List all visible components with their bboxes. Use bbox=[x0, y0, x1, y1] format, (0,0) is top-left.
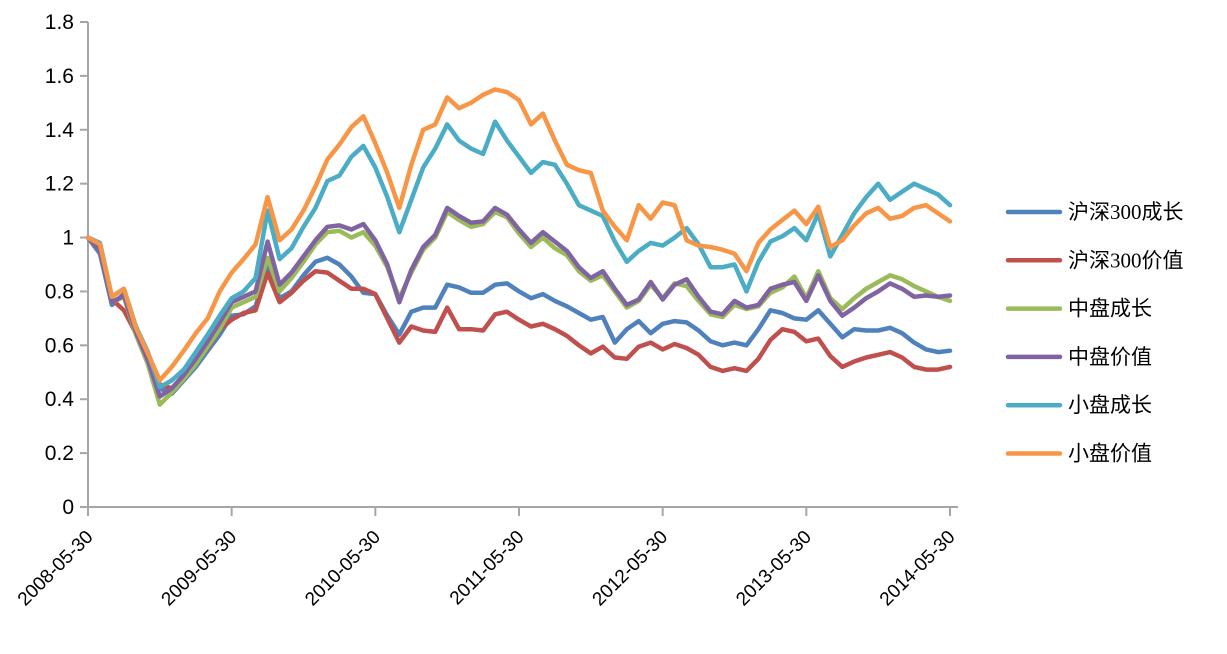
legend-label: 沪深300成长 bbox=[1068, 200, 1184, 224]
series-line bbox=[85, 235, 953, 391]
legend-item: 中盘成长 bbox=[1005, 297, 1152, 321]
x-tick-label: 2012-05-30 bbox=[589, 527, 673, 611]
y-tick-label: 0.2 bbox=[45, 442, 74, 465]
y-tick-label: 0.4 bbox=[45, 388, 75, 411]
legend-label: 沪深300价值 bbox=[1068, 248, 1184, 272]
plot-lines bbox=[85, 87, 953, 407]
legend-item: 中盘价值 bbox=[1005, 345, 1152, 369]
x-tick-label: 2014-05-30 bbox=[876, 527, 960, 611]
y-tick-label: 0 bbox=[62, 496, 74, 519]
x-tick-label: 2010-05-30 bbox=[301, 527, 385, 611]
y-tick-label: 1.6 bbox=[45, 65, 74, 88]
series-line bbox=[85, 119, 953, 390]
legend-item: 沪深300成长 bbox=[1005, 200, 1184, 224]
series-line bbox=[85, 87, 953, 383]
legend-label: 小盘价值 bbox=[1068, 442, 1152, 466]
series-line bbox=[85, 235, 953, 397]
series-line bbox=[85, 205, 953, 399]
legend-item: 沪深300价值 bbox=[1005, 248, 1184, 272]
legend-label: 中盘成长 bbox=[1068, 297, 1152, 321]
y-tick-label: 1.2 bbox=[45, 173, 74, 196]
legend-item: 小盘价值 bbox=[1005, 442, 1152, 466]
y-tick-label: 1.4 bbox=[45, 119, 75, 142]
legend-item: 小盘成长 bbox=[1005, 393, 1152, 417]
x-tick-label: 2011-05-30 bbox=[446, 527, 529, 610]
x-tick-label: 2013-05-30 bbox=[732, 527, 816, 611]
y-tick-label: 1.8 bbox=[45, 11, 74, 34]
y-tick-label: 0.6 bbox=[45, 334, 74, 357]
series-line bbox=[85, 209, 953, 407]
x-tick-label: 2009-05-30 bbox=[158, 527, 242, 611]
y-tick-label: 1 bbox=[62, 227, 74, 250]
legend-label: 小盘成长 bbox=[1068, 393, 1152, 417]
y-tick-label: 0.8 bbox=[45, 280, 74, 303]
legend-label: 中盘价值 bbox=[1068, 345, 1152, 369]
x-tick-label: 2008-05-30 bbox=[14, 527, 98, 611]
